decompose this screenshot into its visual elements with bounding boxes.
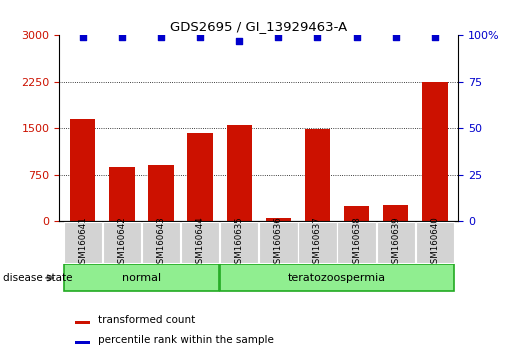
FancyBboxPatch shape <box>63 222 102 263</box>
Point <box>313 34 321 40</box>
Point <box>157 34 165 40</box>
Bar <box>109 167 134 221</box>
FancyBboxPatch shape <box>181 222 219 263</box>
FancyBboxPatch shape <box>298 222 337 263</box>
FancyBboxPatch shape <box>259 222 298 263</box>
Text: GSM160637: GSM160637 <box>313 216 322 269</box>
Text: GSM160643: GSM160643 <box>157 216 165 269</box>
Point <box>79 34 87 40</box>
Bar <box>187 133 213 221</box>
Text: normal: normal <box>122 273 161 283</box>
Point <box>118 34 126 40</box>
FancyBboxPatch shape <box>416 222 454 263</box>
Point <box>235 38 244 44</box>
Text: teratozoospermia: teratozoospermia <box>288 273 386 283</box>
FancyBboxPatch shape <box>220 264 454 291</box>
Bar <box>305 129 330 221</box>
Bar <box>422 82 448 221</box>
FancyBboxPatch shape <box>376 222 415 263</box>
Text: GSM160635: GSM160635 <box>235 216 244 269</box>
Text: GSM160640: GSM160640 <box>431 216 439 269</box>
Bar <box>148 165 174 221</box>
FancyBboxPatch shape <box>63 264 219 291</box>
FancyBboxPatch shape <box>337 222 376 263</box>
Point <box>196 34 204 40</box>
Bar <box>344 206 369 221</box>
FancyBboxPatch shape <box>220 222 259 263</box>
Point <box>391 34 400 40</box>
Bar <box>75 321 90 324</box>
Text: disease state: disease state <box>3 273 72 283</box>
Bar <box>70 119 95 221</box>
Text: GSM160636: GSM160636 <box>274 216 283 269</box>
Text: GSM160639: GSM160639 <box>391 216 400 269</box>
Title: GDS2695 / GI_13929463-A: GDS2695 / GI_13929463-A <box>170 20 348 33</box>
Bar <box>383 205 408 221</box>
Text: GSM160644: GSM160644 <box>196 216 204 269</box>
Point <box>431 34 439 40</box>
Bar <box>266 217 291 221</box>
Text: GSM160641: GSM160641 <box>78 216 87 269</box>
Text: GSM160638: GSM160638 <box>352 216 361 269</box>
Text: transformed count: transformed count <box>98 315 196 325</box>
Point <box>274 34 282 40</box>
Text: GSM160642: GSM160642 <box>117 216 126 269</box>
FancyBboxPatch shape <box>102 222 141 263</box>
Text: percentile rank within the sample: percentile rank within the sample <box>98 335 274 345</box>
Point <box>352 34 360 40</box>
FancyBboxPatch shape <box>142 222 180 263</box>
Bar <box>227 125 252 221</box>
Bar <box>75 341 90 343</box>
